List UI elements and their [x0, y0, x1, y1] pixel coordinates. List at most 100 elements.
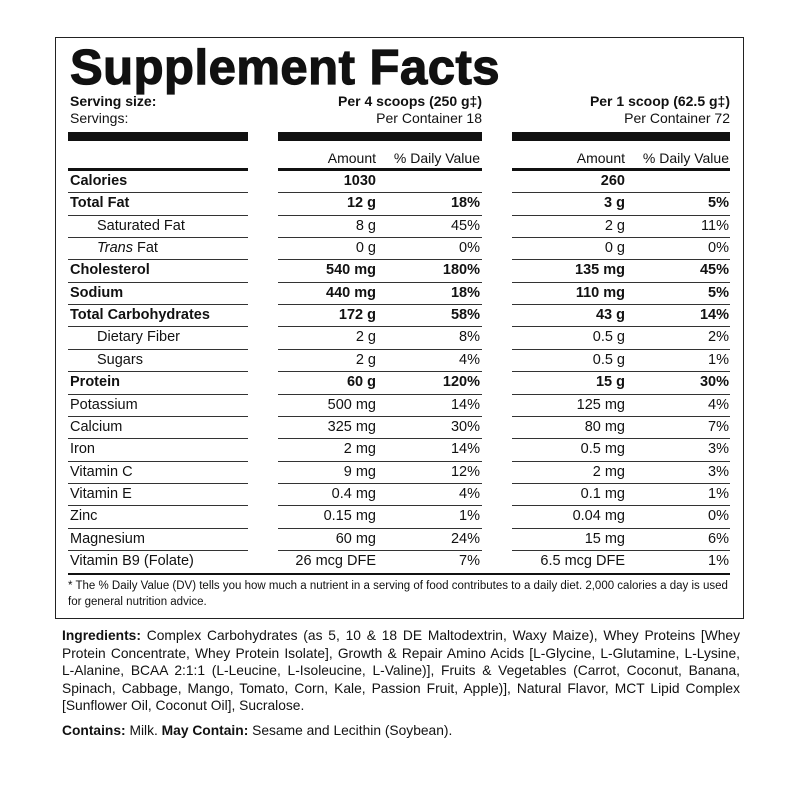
row-rule — [68, 461, 248, 462]
daily-value: 120% — [442, 374, 480, 391]
row-rule — [278, 483, 482, 484]
amount: 0.5 g — [592, 351, 625, 368]
row-rule — [68, 282, 248, 283]
nutrient-name: Cholesterol — [70, 259, 150, 281]
bottom-rule — [68, 573, 730, 575]
may-contain-text: Sesame and Lecithin (Soybean). — [252, 723, 453, 738]
nutrient-name-text: Zinc — [70, 508, 98, 525]
row-rule — [278, 461, 482, 462]
amount: 3 g — [604, 195, 625, 212]
row-rule — [512, 326, 730, 327]
daily-value: 58% — [450, 307, 480, 324]
serving-size-label: Serving size: — [70, 93, 157, 109]
nutrient-name-text: Total Fat — [70, 195, 130, 212]
amount: 135 mg — [575, 262, 625, 279]
nutrient-name: Dietary Fiber — [97, 326, 180, 348]
daily-value: 30% — [699, 374, 729, 391]
daily-value: 24% — [450, 530, 480, 547]
daily-value: 0% — [459, 240, 480, 257]
daily-value: 7% — [708, 418, 729, 435]
amount: 540 mg — [326, 262, 376, 279]
row-rule — [512, 505, 730, 506]
row-rule — [68, 215, 248, 216]
dv-header: % Daily Value — [393, 150, 480, 166]
footnote: * The % Daily Value (DV) tells you how m… — [68, 580, 728, 608]
row-rule — [512, 282, 730, 283]
allergens: Contains: Milk. May Contain: Sesame and … — [62, 723, 452, 738]
nutrient-name: Trans Fat — [97, 237, 158, 259]
row-rule — [68, 438, 248, 439]
amount: 60 mg — [335, 530, 376, 547]
nutrient-name: Saturated Fat — [97, 215, 185, 237]
nutrient-name-text: Calories — [70, 173, 128, 189]
daily-value: 1% — [708, 552, 729, 569]
row-rule — [68, 326, 248, 327]
row-rule — [68, 237, 248, 238]
ingredients-text: Complex Carbohydrates (as 5, 10 & 18 DE … — [62, 628, 740, 713]
daily-value: 3% — [708, 463, 729, 480]
amount: 2 g — [604, 217, 625, 234]
daily-value: 45% — [699, 262, 729, 279]
amount: 43 g — [595, 307, 625, 324]
row-rule — [68, 528, 248, 529]
amount: 2 mg — [343, 441, 376, 458]
nutrient-name: Calcium — [70, 416, 122, 438]
row-rule — [512, 438, 730, 439]
row-rule — [512, 371, 730, 372]
amount: 0.5 mg — [580, 441, 625, 458]
amount: 325 mg — [327, 418, 376, 435]
nutrient-name-text: Calcium — [70, 418, 123, 435]
row-rule — [512, 215, 730, 216]
daily-value: 8% — [459, 329, 480, 346]
daily-value: 180% — [442, 262, 480, 279]
nutrient-name-text: Sugars — [97, 351, 143, 368]
daily-value: 12% — [450, 463, 480, 480]
row-rule — [512, 394, 730, 395]
amount: 0.5 g — [592, 329, 625, 346]
amount: 12 g — [346, 195, 376, 212]
nutrient-name-text: Protein — [70, 374, 120, 391]
daily-value: 30% — [450, 418, 480, 435]
amount: 8 g — [355, 217, 376, 234]
row-rule — [278, 282, 482, 283]
row-rule — [278, 550, 482, 551]
daily-value: 6% — [708, 530, 729, 547]
nutrient-name: Iron — [70, 438, 95, 460]
daily-value: 5% — [708, 195, 729, 212]
row-rule — [278, 438, 482, 439]
row-rule — [512, 550, 730, 551]
servings-header: Per Container 72 — [624, 110, 730, 126]
row-rule — [512, 528, 730, 529]
daily-value: 18% — [450, 195, 480, 212]
row-rule — [68, 304, 248, 305]
nutrient-name-text: Iron — [70, 441, 95, 458]
row-rule — [278, 237, 482, 238]
amount: 500 mg — [327, 396, 376, 413]
amount: 1030 — [343, 173, 376, 189]
row-rule — [278, 259, 482, 260]
row-rule — [68, 394, 248, 395]
daily-value: 1% — [459, 508, 480, 525]
amount: 2 g — [355, 351, 376, 368]
nutrient-name-text: Saturated Fat — [97, 217, 185, 234]
daily-value: 5% — [708, 284, 729, 301]
row-rule — [68, 371, 248, 372]
amount: 6.5 mcg DFE — [540, 552, 625, 569]
contains-label: Contains: — [62, 723, 126, 738]
nutrient-name: Zinc — [70, 505, 97, 527]
nutrient-name-text: Fat — [137, 240, 158, 257]
nutrient-name: Sodium — [70, 282, 123, 304]
amount: 172 g — [338, 307, 376, 324]
row-rule — [512, 304, 730, 305]
daily-value: 11% — [701, 217, 729, 234]
amount: 0.15 mg — [323, 508, 376, 525]
contains-text: Milk. — [129, 723, 158, 738]
nutrient-name-text: Vitamin E — [70, 485, 132, 502]
row-rule — [68, 192, 248, 193]
nutrient-name: Protein — [70, 371, 120, 393]
daily-value: 14% — [450, 441, 480, 458]
daily-value: 0% — [708, 508, 729, 525]
row-rule — [68, 505, 248, 506]
daily-value: 18% — [450, 284, 480, 301]
amount: 0.1 mg — [580, 485, 625, 502]
